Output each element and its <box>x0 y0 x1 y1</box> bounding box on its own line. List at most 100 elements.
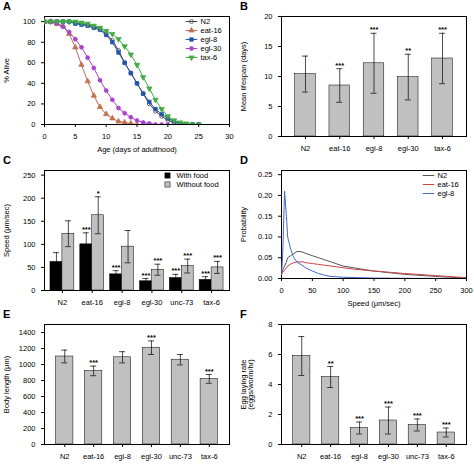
svg-text:Speed (μm/sec): Speed (μm/sec) <box>2 203 11 257</box>
svg-text:0: 0 <box>268 440 272 449</box>
svg-text:Mean lifespan (days): Mean lifespan (days) <box>239 41 248 111</box>
svg-text:100: 100 <box>337 286 350 295</box>
svg-text:0: 0 <box>31 120 35 129</box>
svg-text:***: *** <box>183 251 192 260</box>
svg-text:300: 300 <box>460 286 473 295</box>
svg-text:100: 100 <box>23 17 36 26</box>
svg-text:60: 60 <box>27 58 35 67</box>
svg-text:N2: N2 <box>60 452 70 461</box>
svg-text:200: 200 <box>23 194 36 203</box>
svg-text:0.15: 0.15 <box>258 212 273 221</box>
svg-text:eat-16: eat-16 <box>320 452 341 461</box>
svg-text:100: 100 <box>23 240 36 249</box>
svg-text:15: 15 <box>264 42 272 51</box>
svg-text:***: *** <box>82 225 91 234</box>
svg-text:0: 0 <box>42 132 46 141</box>
svg-text:0: 0 <box>31 286 35 295</box>
svg-text:tax-6: tax-6 <box>438 452 455 461</box>
svg-text:Without food: Without food <box>177 180 219 189</box>
svg-text:150: 150 <box>368 286 381 295</box>
svg-text:N2: N2 <box>301 144 311 153</box>
svg-text:***: *** <box>413 411 422 420</box>
svg-text:2: 2 <box>268 410 272 419</box>
svg-text:eat-16: eat-16 <box>329 144 350 153</box>
svg-text:30: 30 <box>225 132 233 141</box>
svg-text:0.10: 0.10 <box>258 232 273 241</box>
svg-text:eat-16: eat-16 <box>83 452 104 461</box>
svg-text:Age (days of adulthood): Age (days of adulthood) <box>97 145 177 154</box>
svg-text:N2: N2 <box>58 298 68 307</box>
svg-text:10: 10 <box>102 132 110 141</box>
svg-text:***: *** <box>89 358 98 367</box>
svg-text:egl-30: egl-30 <box>201 44 222 53</box>
svg-text:***: *** <box>142 271 151 280</box>
svg-text:200: 200 <box>399 286 412 295</box>
svg-text:Body length (μm): Body length (μm) <box>2 355 11 413</box>
svg-text:0: 0 <box>279 286 283 295</box>
svg-text:egl-8: egl-8 <box>351 452 368 461</box>
svg-text:***: *** <box>147 333 156 342</box>
svg-text:egl-8: egl-8 <box>366 144 383 153</box>
svg-text:***: *** <box>335 61 344 70</box>
svg-text:egl-8: egl-8 <box>201 35 218 44</box>
svg-text:6: 6 <box>268 350 272 359</box>
svg-text:250: 250 <box>23 171 36 180</box>
svg-text:0.20: 0.20 <box>258 191 273 200</box>
svg-text:tax-6: tax-6 <box>203 298 220 307</box>
svg-text:tax-6: tax-6 <box>201 452 218 461</box>
svg-text:*: * <box>97 189 100 198</box>
svg-text:***: *** <box>171 266 180 275</box>
svg-text:200: 200 <box>23 424 36 433</box>
svg-text:**: ** <box>328 359 334 368</box>
svg-text:With food: With food <box>177 171 209 180</box>
svg-text:10: 10 <box>264 72 272 81</box>
svg-text:unc-73: unc-73 <box>406 452 429 461</box>
svg-text:***: *** <box>154 256 163 265</box>
svg-text:400: 400 <box>23 408 36 417</box>
svg-text:250: 250 <box>429 286 442 295</box>
svg-text:N2: N2 <box>438 171 448 180</box>
svg-text:5: 5 <box>268 102 272 111</box>
svg-text:egl-30: egl-30 <box>398 144 419 153</box>
svg-text:***: *** <box>201 269 210 278</box>
svg-text:***: *** <box>355 414 364 423</box>
svg-text:1200: 1200 <box>19 344 36 353</box>
svg-text:Speed (μm/sec): Speed (μm/sec) <box>347 299 401 308</box>
svg-text:***: *** <box>442 420 451 429</box>
svg-text:N2: N2 <box>297 452 307 461</box>
svg-text:0.25: 0.25 <box>258 170 273 179</box>
svg-text:0.00: 0.00 <box>258 274 273 283</box>
svg-text:***: *** <box>384 399 393 408</box>
svg-text:unc-73: unc-73 <box>169 452 192 461</box>
svg-text:eat-16: eat-16 <box>201 26 222 35</box>
svg-text:1400: 1400 <box>19 328 36 337</box>
svg-text:0.05: 0.05 <box>258 253 273 262</box>
svg-text:0: 0 <box>268 132 272 141</box>
svg-text:Probability: Probability <box>239 207 248 242</box>
svg-text:egl-30: egl-30 <box>378 452 399 461</box>
svg-text:N2: N2 <box>201 17 211 26</box>
svg-text:unc-73: unc-73 <box>170 298 193 307</box>
svg-text:4: 4 <box>268 380 272 389</box>
svg-text:15: 15 <box>133 132 141 141</box>
svg-text:% Alive: % Alive <box>2 58 11 83</box>
svg-text:tax-6: tax-6 <box>201 53 218 62</box>
svg-text:eat-16: eat-16 <box>82 298 103 307</box>
svg-text:80: 80 <box>27 38 35 47</box>
svg-text:***: *** <box>370 25 379 34</box>
svg-text:***: *** <box>213 253 222 262</box>
svg-text:tax-6: tax-6 <box>434 144 451 153</box>
svg-text:***: *** <box>112 263 121 272</box>
svg-text:eat-16: eat-16 <box>438 180 459 189</box>
svg-text:**: ** <box>405 46 411 55</box>
svg-text:egl-8: egl-8 <box>114 298 131 307</box>
svg-text:20: 20 <box>164 132 172 141</box>
svg-text:egl-30: egl-30 <box>141 298 162 307</box>
svg-text:20: 20 <box>27 99 35 108</box>
svg-text:1000: 1000 <box>19 360 36 369</box>
svg-text:50: 50 <box>27 263 35 272</box>
svg-text:8: 8 <box>268 320 272 329</box>
svg-text:800: 800 <box>23 376 36 385</box>
svg-text:egl-30: egl-30 <box>141 452 162 461</box>
svg-text:50: 50 <box>308 286 316 295</box>
